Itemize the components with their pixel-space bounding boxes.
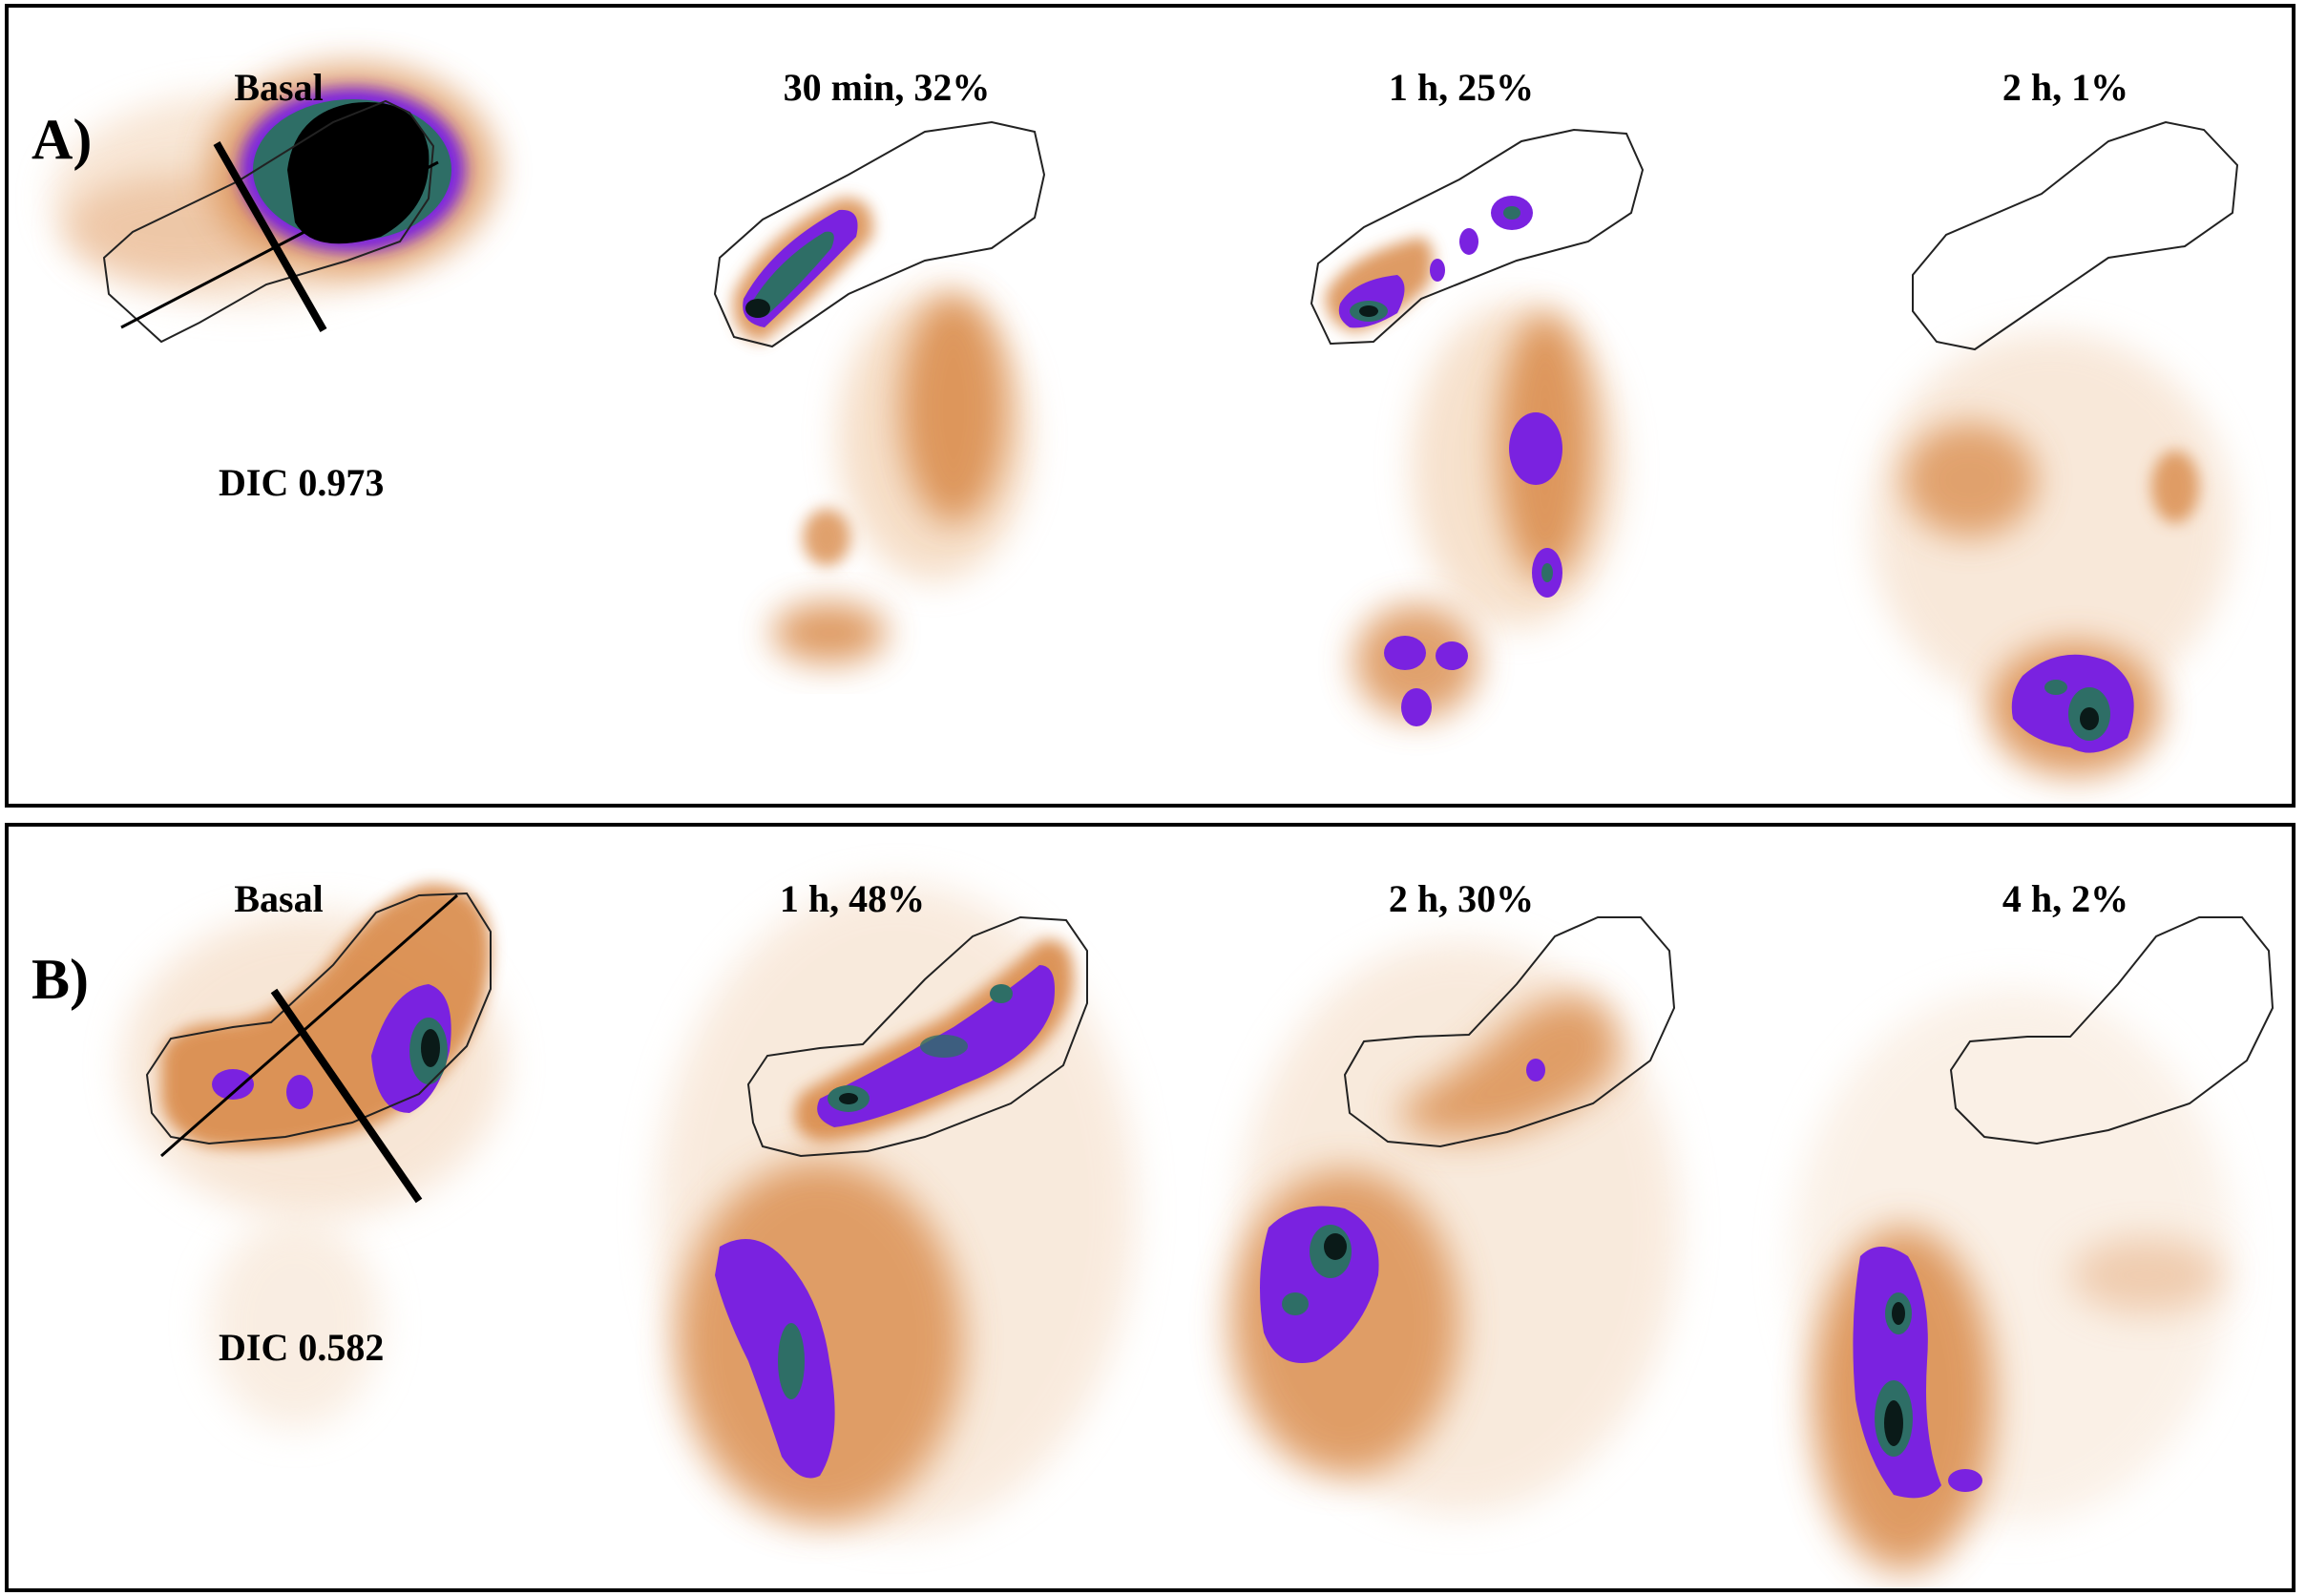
panel-a: A) Basal 30 min, 32% 1 h, 25% 2 h, 1% DI… xyxy=(5,4,2296,808)
panel-a-scintigraphy-images xyxy=(52,65,2239,776)
panel-b-short-axis-line xyxy=(270,988,423,1204)
panel-b-basal-image xyxy=(123,884,505,1428)
panel-b-timepoint-4-roi-outline xyxy=(1949,916,2275,1145)
panel-a-timepoint-2-label: 30 min, 32% xyxy=(783,66,991,109)
panel-a-timepoint-2-roi-outline xyxy=(713,120,1046,348)
panel-b-timepoint-3-image xyxy=(1230,916,1679,1514)
panel-b-timepoint-1-label: Basal xyxy=(234,877,324,920)
panel-a-timepoint-2-image xyxy=(713,120,1046,663)
panel-b-dic-value: DIC 0.582 xyxy=(219,1326,385,1369)
panel-b-timepoint-4-label: 4 h, 2% xyxy=(2002,877,2129,920)
panel-b-timepoint-4-image xyxy=(1793,916,2275,1571)
panel-b-timepoint-3-label: 2 h, 30% xyxy=(1388,877,1535,920)
panel-b-timepoint-2-label: 1 h, 48% xyxy=(779,877,926,920)
panel-b-long-axis-line xyxy=(160,893,458,1158)
panel-a-basal-image xyxy=(52,65,495,344)
panel-a-timepoint-3-label: 1 h, 25% xyxy=(1388,66,1535,109)
panel-b-timepoint-3-roi-outline xyxy=(1343,916,1676,1148)
panel-a-timepoint-3-roi-outline xyxy=(1310,128,1645,346)
panel-b-basal-roi-outline xyxy=(145,892,492,1145)
panel-a-timepoint-3-image xyxy=(1310,128,1645,726)
panel-a-timepoint-4-roi-outline xyxy=(1912,120,2239,351)
panel-a-basal-roi-outline xyxy=(102,99,435,344)
panel-a-letter: A) xyxy=(31,108,93,171)
panel-a-timepoint-4-label: 2 h, 1% xyxy=(2002,66,2129,109)
panel-a-long-axis-line xyxy=(120,160,439,329)
panel-a-short-axis-line xyxy=(213,141,327,332)
panel-b-scintigraphy-images xyxy=(123,884,2275,1571)
panel-b-letter: B) xyxy=(31,948,89,1011)
panel-b-timepoint-2-roi-outline xyxy=(746,915,1088,1158)
panel-a-timepoint-1-label: Basal xyxy=(234,66,324,109)
panel-b-timepoint-2-image xyxy=(658,884,1135,1533)
panel-a-timepoint-4-image xyxy=(1870,120,2239,776)
panel-b: B) Basal 1 h, 48% 2 h, 30% 4 h, 2% DIC 0… xyxy=(5,823,2296,1592)
panel-a-dic-value: DIC 0.973 xyxy=(219,461,385,504)
